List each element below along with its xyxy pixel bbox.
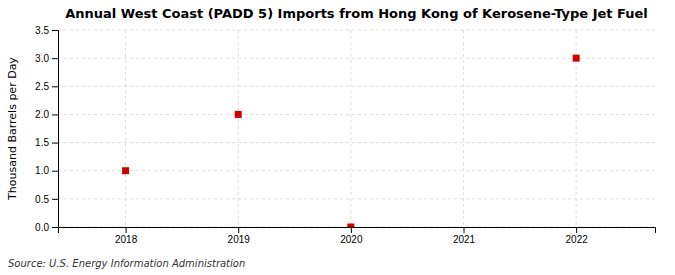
y-axis: 0.0 0.5 1.0 1.5 2.0 2.5 3.0 3.5 (35, 25, 58, 233)
plot: 2018 2019 2020 2021 2022 0.0 0.5 1.0 1.5 2.0 2.5 3.… (35, 25, 655, 245)
y-tick-label: 1.0 (35, 165, 49, 176)
x-tick-label: 2018 (115, 234, 138, 245)
grid-line-y (58, 114, 655, 115)
y-tick-mark (52, 30, 58, 31)
x-tick: 2021 (453, 227, 476, 245)
grid-line-y (58, 30, 655, 31)
y-tick: 2.0 (35, 109, 58, 120)
grid-line-y (58, 86, 655, 87)
y-tick-mark (52, 114, 58, 115)
x-tick-mark (576, 227, 577, 233)
y-tick-label: 0.5 (35, 194, 49, 205)
x-tick: 2019 (228, 227, 251, 245)
x-tick-mark (464, 227, 465, 233)
x-axis-line (59, 228, 656, 234)
y-tick-label: 2.5 (35, 81, 49, 92)
x-tick-label: 2019 (228, 234, 251, 245)
y-tick: 3.0 (35, 53, 58, 64)
grid-line-y (58, 142, 655, 143)
y-tick-label: 0.0 (35, 222, 49, 233)
points (122, 55, 580, 227)
x-tick-mark (351, 227, 352, 233)
y-tick: 0.0 (35, 222, 58, 233)
x-axis: 2018 2019 2020 2021 2022 (59, 227, 656, 245)
grid-line-y (58, 198, 655, 199)
chart: 2018 2019 2020 2021 2022 0.0 0.5 1.0 1.5 2.0 2.5 3.… (0, 0, 675, 275)
y-tick-label: 2.0 (35, 109, 49, 120)
point (122, 167, 129, 174)
y-tick: 3.5 (35, 25, 58, 36)
point (235, 111, 242, 118)
x-tick-label: 2022 (566, 234, 589, 245)
grid (58, 30, 655, 227)
y-tick-label: 3.0 (35, 53, 49, 64)
point (347, 224, 354, 228)
x-tick-mark (126, 227, 127, 233)
y-tick-mark (52, 199, 58, 200)
y-tick-mark (52, 58, 58, 59)
y-tick: 2.5 (35, 81, 58, 92)
annotation: Source: U.S. Energy Information Administ… (8, 258, 245, 269)
y-tick-mark (52, 143, 58, 144)
x-tick: 2018 (115, 227, 138, 245)
y-axis-title: Thousand Barrels per Day (6, 57, 19, 201)
y-tick: 1.5 (35, 137, 58, 148)
grid-line-y (58, 170, 655, 171)
y-tick: 1.0 (35, 165, 58, 176)
grid-line-x (350, 30, 351, 227)
y-tick-label: 1.5 (35, 137, 49, 148)
point (573, 55, 580, 62)
grid-line-y (58, 58, 655, 59)
grid-line-x (463, 30, 464, 227)
x-tick: 2022 (566, 227, 589, 245)
x-tick-label: 2020 (340, 234, 363, 245)
y-tick-mark (52, 86, 58, 87)
x-tick: 2020 (340, 227, 363, 245)
title: Annual West Coast (PADD 5) Imports from … (65, 6, 648, 21)
grid-line-x (238, 30, 239, 227)
y-tick: 0.5 (35, 194, 58, 205)
x-tick-label: 2021 (453, 234, 476, 245)
x-tick-mark (238, 227, 239, 233)
grid-line-x (125, 30, 126, 227)
y-axis-line (52, 31, 59, 228)
y-tick-mark (52, 171, 58, 172)
y-tick-mark (52, 227, 58, 228)
y-tick-label: 3.5 (35, 25, 49, 36)
